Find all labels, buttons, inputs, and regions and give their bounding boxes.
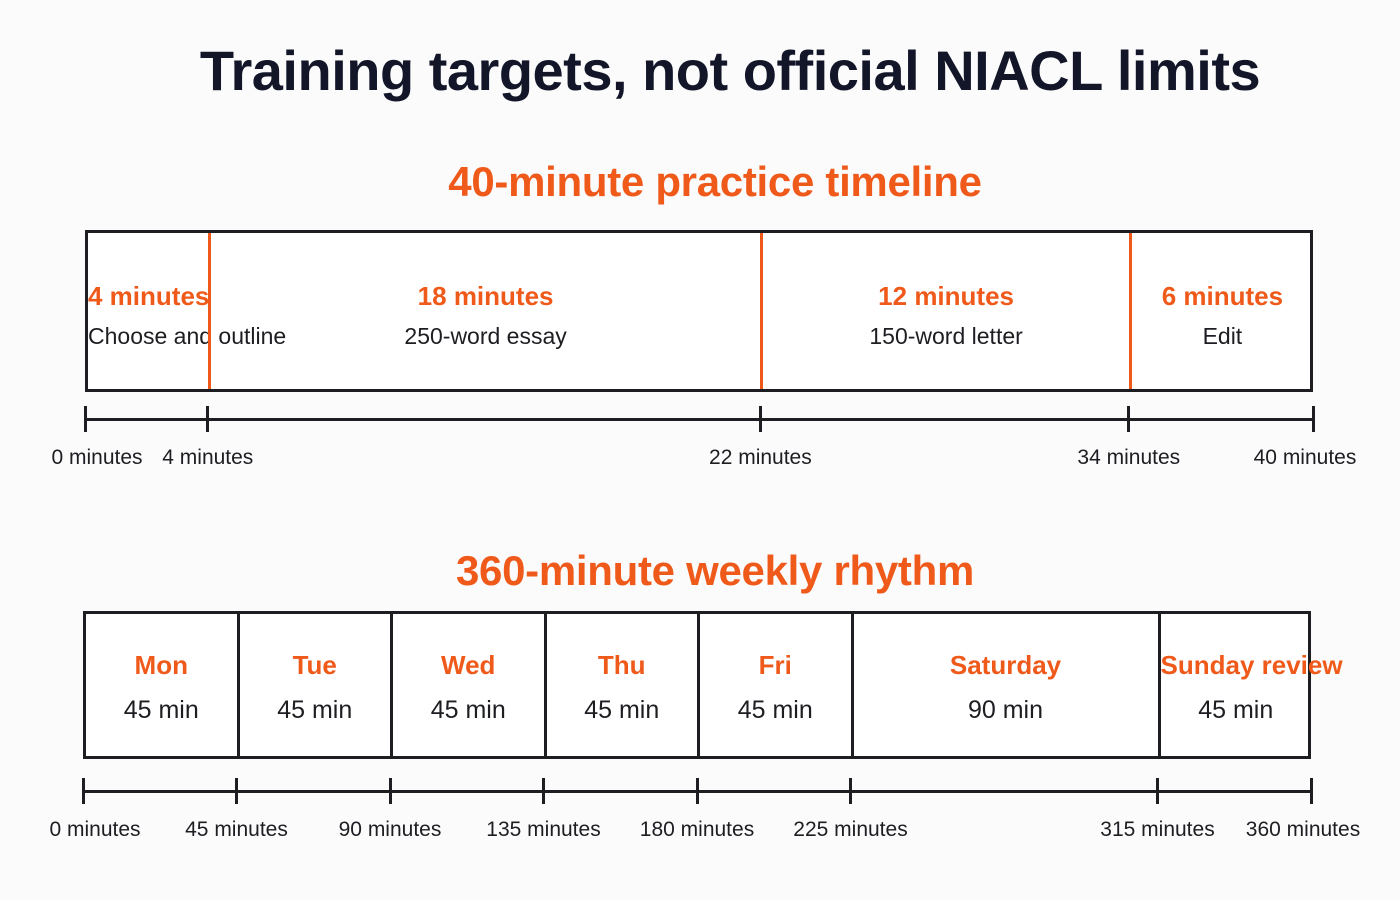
segment-duration-label: 45 min (277, 696, 353, 724)
axis-tick-label: 135 minutes (486, 818, 601, 841)
page-title: Training targets, not official NIACL lim… (199, 39, 1261, 102)
segment-day-label: Sunday review (1160, 650, 1343, 680)
axis-tick-label: 34 minutes (1077, 446, 1181, 469)
segment-duration-label: 45 min (737, 696, 813, 724)
segment-duration-label: 45 min (430, 696, 506, 724)
practice-segment-150-word-letter: 12 minutes 150-word letter (760, 233, 1128, 389)
axis-tick-label: 0 minutes (49, 818, 141, 841)
axis-tick-label: 90 minutes (338, 818, 442, 841)
practice-segment-edit: 6 minutes Edit (1128, 233, 1313, 389)
weekly-segment-saturday: Saturday 90 min (850, 614, 1158, 756)
segment-duration-label: 4 minutes (88, 281, 210, 311)
practice-timeline-heading: 40-minute practice timeline (448, 158, 982, 205)
axis-tick (1311, 406, 1315, 432)
axis-tick (81, 778, 85, 804)
weekly-segment-tue: Tue 45 min (236, 614, 391, 756)
axis-tick (235, 778, 238, 804)
segment-task-label: 150-word letter (869, 323, 1023, 349)
axis-tick-label: 45 minutes (185, 818, 288, 841)
weekly-segment-wed: Wed 45 min (390, 614, 544, 756)
weekly-segment-sunday-review: Sunday review 45 min (1157, 614, 1343, 756)
segment-day-label: Mon (134, 650, 188, 680)
practice-segment-250-word-essay: 18 minutes 250-word essay (207, 233, 761, 389)
axis-tick (83, 406, 87, 432)
axis-tick-label: 315 minutes (1100, 818, 1215, 841)
axis-tick (695, 778, 699, 804)
segment-duration-label: 45 min (584, 696, 660, 724)
segment-duration-label: 6 minutes (1161, 281, 1284, 311)
segment-day-label: Thu (597, 650, 646, 680)
segment-task-label: 250-word essay (404, 323, 567, 349)
axis-line (85, 418, 1313, 421)
axis-tick (1156, 778, 1159, 804)
segment-duration-label: 18 minutes (417, 281, 554, 311)
axis-tick-label: 22 minutes (709, 446, 812, 469)
segment-day-label: Fri (758, 650, 792, 680)
segment-duration-label: 12 minutes (878, 281, 1014, 311)
segment-duration-label: 45 min (1198, 696, 1274, 724)
segment-day-label: Tue (292, 650, 337, 680)
axis-tick-label: 0 minutes (51, 446, 143, 469)
practice-timeline-bar: 4 minutes Choose and outline 18 minutes 250… (85, 230, 1313, 392)
practice-segment-choose-and-outline: 4 minutes Choose and outline (88, 233, 287, 389)
segment-duration-label: 90 min (967, 696, 1044, 724)
axis-tick-label: 40 minutes (1253, 446, 1357, 469)
axis-tick (206, 406, 210, 432)
axis-tick-label: 180 minutes (639, 818, 755, 841)
axis-tick (849, 778, 852, 804)
weekly-segment-fri: Fri 45 min (697, 614, 851, 756)
weekly-rhythm-heading: 360-minute weekly rhythm (456, 547, 974, 594)
axis-tick (1127, 406, 1131, 432)
segment-task-label: Choose and outline (88, 323, 287, 349)
axis-tick-label: 360 minutes (1245, 818, 1361, 841)
axis-tick (542, 778, 545, 804)
axis-tick (758, 406, 762, 432)
segment-task-label: Edit (1202, 323, 1243, 349)
axis-tick-label: 225 minutes (793, 818, 908, 841)
axis-tick (388, 778, 392, 804)
segment-day-label: Saturday (949, 650, 1062, 680)
weekly-rhythm-bar: Mon 45 min Tue 45 min Wed 45 min Thu 45 min Fri 4… (83, 611, 1343, 759)
weekly-segment-mon: Mon 45 min (86, 614, 237, 756)
weekly-segment-thu: Thu 45 min (543, 614, 698, 756)
axis-tick (1309, 778, 1313, 804)
segment-day-label: Wed (441, 650, 496, 680)
segment-duration-label: 45 min (123, 696, 199, 724)
axis-tick-label: 4 minutes (162, 446, 254, 469)
